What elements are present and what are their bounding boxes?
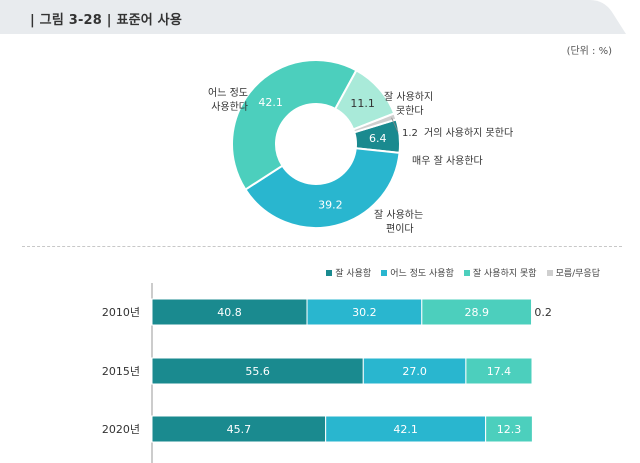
legend-swatch-2 [463,269,470,276]
donut-label-fairly-well-2: 편이다 [386,223,414,235]
donut-label-hardly: 거의 사용하지 못한다 [424,126,513,139]
donut-leader-line [391,117,399,133]
donut-value-hardly: 1.2 [402,128,418,139]
bar-value-0-3: 0.2 [534,306,552,319]
legend-label-0: 잘 사용함 [335,269,372,279]
bar-category-label-2: 2020년 [102,423,140,436]
bar-legend: 잘 사용함 어느 정도 사용함 잘 사용하지 못함 모름/무응답 [326,266,600,279]
bar-segment-0-2 [421,298,533,326]
legend-label-1: 어느 정도 사용함 [390,269,454,279]
donut-slice-4 [351,112,398,134]
bar-value-0-1: 30.2 [352,306,377,319]
bar-segment-0-1 [306,298,423,326]
donut-slice-1 [244,147,401,229]
donut-value-not_well: 11.1 [350,97,375,110]
bar-category-label-1: 2015년 [102,365,140,378]
legend-item-0: 잘 사용함 [326,266,371,279]
donut-value-very_well: 6.4 [369,132,387,145]
donut-label-somewhat-2: 사용한다 [211,101,248,113]
donut-value-fairly_well: 39.2 [318,198,343,211]
donut-slice-2 [231,60,358,191]
bar-segment-0-0 [151,298,308,326]
bar-value-1-2: 17.4 [487,365,512,378]
unit-label: (단위 : %) [566,46,612,57]
legend-item-1: 어느 정도 사용함 [381,266,454,279]
legend-label-2: 잘 사용하지 못함 [472,269,537,279]
bar-category-label-0: 2010년 [102,306,140,319]
bar-segment-2-2 [485,415,533,443]
donut-label-very-well: 매우 잘 사용한다 [412,155,483,167]
legend-swatch-0 [326,269,333,276]
legend-swatch-1 [381,269,388,276]
figure-header: | 그림 3-28 | 표준어 사용 [0,0,640,34]
bar-segment-0-3 [531,298,533,326]
bar-value-1-0: 55.6 [245,365,270,378]
header-banner [0,0,626,34]
bar-value-0-0: 40.8 [217,306,242,319]
bar-segment-1-2 [465,357,533,385]
donut-label-not-well-1: 잘 사용하지 [384,90,433,103]
legend-label-3: 모름/무응답 [555,269,600,279]
donut-label-not-well-2: 못한다 [396,105,424,117]
bar-value-2-1: 42.1 [393,423,418,436]
bar-value-0-2: 28.9 [464,306,489,319]
legend-swatch-3 [546,269,553,276]
stacked-bar-chart: 2010년 40.8 30.2 28.9 0.2 2015년 55.6 27.0 17.4 202… [102,283,552,463]
figure-title: | 그림 3-28 | 표준어 사용 [30,13,182,28]
bar-segment-2-0 [151,415,327,443]
bar-value-2-2: 12.3 [497,423,522,436]
donut-label-fairly-well-1: 잘 사용하는 [374,208,423,221]
donut-label-somewhat-1: 어느 정도 [208,87,248,99]
section-divider [22,246,622,247]
bar-segment-1-0 [151,357,364,385]
legend-item-3: 모름/무응답 [546,266,600,279]
legend-item-2: 잘 사용하지 못함 [463,266,537,279]
bar-value-2-0: 45.7 [227,423,252,436]
bar-value-1-1: 27.0 [402,365,427,378]
donut-value-somewhat: 42.1 [258,96,283,109]
